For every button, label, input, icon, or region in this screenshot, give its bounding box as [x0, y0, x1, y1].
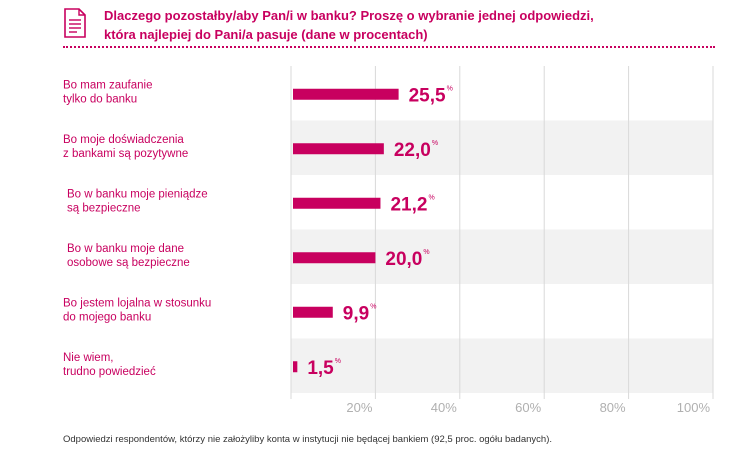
x-tick-label: 100%: [677, 400, 711, 415]
data-label: 1,5: [307, 358, 334, 379]
bar: [293, 197, 381, 209]
data-label: 22,0: [394, 140, 431, 161]
data-label-unit: %: [423, 249, 429, 256]
data-label: 20,0: [385, 249, 422, 270]
bar: [293, 88, 399, 100]
x-tick-label: 40%: [431, 400, 457, 415]
data-label-unit: %: [432, 140, 438, 147]
chart-title: Dlaczego pozostałby/aby Pan/i w banku? P…: [104, 6, 704, 44]
category-label: Bo moje doświadczenia z bankami są pozyty…: [63, 134, 188, 160]
category-label: Bo w banku moje pieniądze są bezpieczne: [67, 188, 208, 214]
data-label: 21,2: [390, 194, 427, 215]
chart-title-line-2: która najlepiej do Pani/a pasuje (dane w…: [104, 27, 428, 42]
data-label-unit: %: [447, 85, 453, 92]
x-tick-label: 60%: [515, 400, 541, 415]
category-label: Bo mam zaufanie tylko do banku: [63, 79, 153, 105]
chart-title-line-1: Dlaczego pozostałby/aby Pan/i w banku? P…: [104, 8, 594, 23]
x-tick-label: 20%: [346, 400, 372, 415]
category-label: Bo jestem lojalna w stosunku do mojego ba…: [63, 297, 211, 323]
data-label: 9,9: [343, 303, 369, 324]
category-label: Nie wiem, trudno powiedzieć: [63, 352, 156, 378]
footnote: Odpowiedzi respondentów, którzy nie zało…: [63, 434, 552, 445]
data-label: 25,5: [409, 85, 446, 106]
bar: [293, 306, 333, 318]
data-label-unit: %: [335, 358, 341, 365]
bar: [293, 361, 298, 373]
x-tick-label: 80%: [600, 400, 626, 415]
document-icon: [64, 8, 86, 38]
title-divider: [63, 46, 715, 48]
category-label: Bo w banku moje dane osobowe są bezpieczn…: [67, 243, 190, 269]
bar: [293, 252, 376, 264]
data-label-unit: %: [428, 194, 434, 201]
row-band: [291, 338, 713, 393]
data-label-unit: %: [370, 303, 376, 310]
bar: [293, 143, 384, 155]
